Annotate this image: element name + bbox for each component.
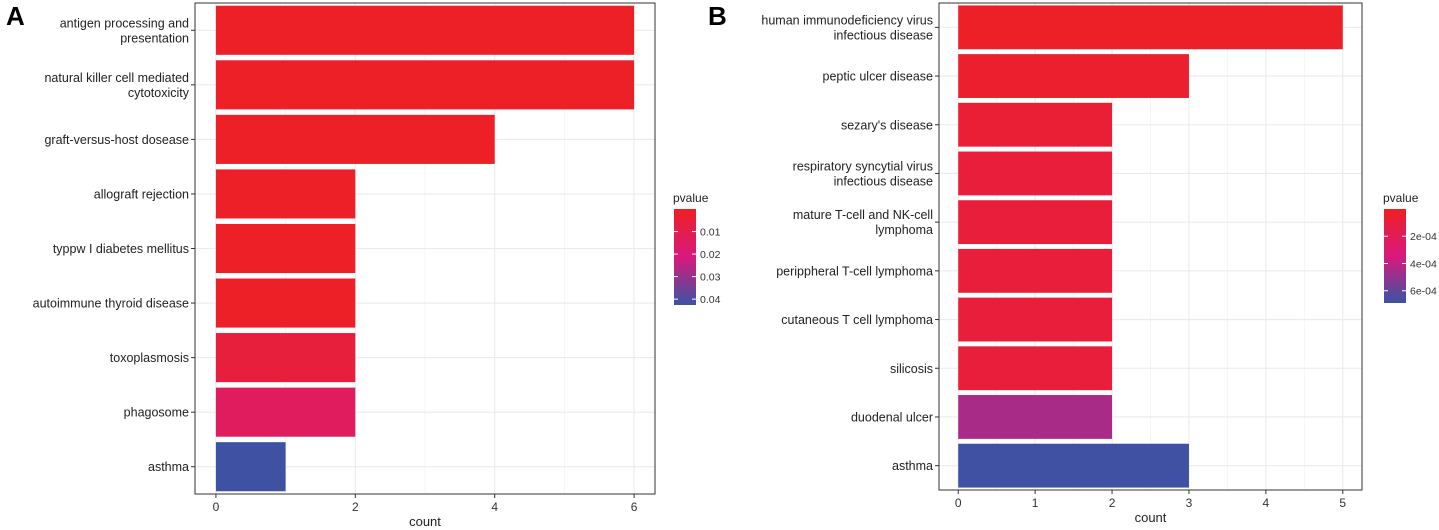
panel-b-x-tick-label: 2 xyxy=(1109,496,1116,510)
panel-a-bar xyxy=(215,333,356,383)
panel-b-legend-colorbar xyxy=(1384,209,1406,303)
panel-a-bar xyxy=(215,387,356,437)
panel-a-bar xyxy=(215,169,356,219)
panel-a-bar xyxy=(215,5,635,55)
panel-b-legend-tick-label: 2e-04 xyxy=(1410,231,1437,243)
panel-a-legend-title: pvalue xyxy=(673,191,709,205)
panel-b-x-tick-label: 4 xyxy=(1263,496,1270,510)
panel-b-category-label: respiratory syncytial virus infectious di… xyxy=(793,159,933,188)
panel-b-category-label: sezary's disease xyxy=(841,118,933,132)
panel-a-category-label: graft-versus-host dosease xyxy=(44,133,189,147)
panel-b-category-label: mature T-cell and NK-cell lymphoma xyxy=(793,208,933,237)
panel-b-category-label: cutaneous T cell lymphoma xyxy=(781,313,933,327)
panel-a-category-label: toxoplasmosis xyxy=(110,351,189,365)
panel-b-category-label: silicosis xyxy=(890,362,933,376)
panel-a-bar xyxy=(215,442,286,492)
panel-b-letter: B xyxy=(708,1,727,31)
panel-a-chart: antigen processing and presentation natura… xyxy=(33,2,721,529)
panel-b-x-tick-label: 5 xyxy=(1339,496,1346,510)
panel-a-legend-tick-label: 0.04 xyxy=(700,294,721,306)
panel-b-legend-title: pvalue xyxy=(1383,191,1419,205)
panel-b-category-label: human immunodeficiency virus infectious d… xyxy=(761,13,933,42)
panel-a-legend-tick-label: 0.02 xyxy=(700,249,721,261)
panel-a-legend-tick-label: 0.01 xyxy=(700,227,721,239)
panel-b-bar xyxy=(958,395,1113,439)
panel-a-category-label: antigen processing and presentation xyxy=(60,16,189,45)
panel-b-bar xyxy=(958,5,1343,50)
panel-b-category-label: peptic ulcer disease xyxy=(823,70,934,84)
panel-a-bar xyxy=(215,278,356,328)
panel-b-bar xyxy=(958,248,1113,293)
panel-a-x-tick-label: 6 xyxy=(631,500,638,514)
panel-b-category-label: asthma xyxy=(892,459,933,473)
panel-b-x-axis-title: count xyxy=(1135,510,1167,525)
panel-a-x-axis-title: count xyxy=(409,514,441,529)
panel-b-legend-tick-label: 4e-04 xyxy=(1410,258,1437,270)
panel-a-x-tick-label: 2 xyxy=(352,500,359,514)
panel-b-bar xyxy=(958,102,1113,147)
panel-a-category-label: asthma xyxy=(148,460,189,474)
panel-a-category-label: phagosome xyxy=(124,406,189,420)
panel-a-x-tick-label: 0 xyxy=(213,500,220,514)
panel-b-bar xyxy=(958,54,1189,98)
panel-b-bar xyxy=(958,297,1113,342)
panel-b-legend-tick-label: 6e-04 xyxy=(1410,286,1437,298)
panel-a-x-tick-label: 4 xyxy=(491,500,498,514)
panel-a-category-label: typpw I diabetes mellitus xyxy=(53,242,189,256)
panel-b-bar xyxy=(958,151,1113,196)
panel-a-category-label: allograft rejection xyxy=(94,187,189,201)
panel-a-bar xyxy=(215,114,495,164)
panel-a-category-label: natural killer cell mediated cytotoxicity xyxy=(44,71,189,100)
panel-b-bar xyxy=(958,346,1113,391)
panel-a-legend-colorbar xyxy=(674,209,696,305)
panel-a-letter: A xyxy=(6,1,25,31)
panel-a-legend-tick-label: 0.03 xyxy=(700,272,721,284)
panel-b-panel-border xyxy=(938,2,1363,491)
panel-a-bar xyxy=(215,60,635,110)
panel-b-x-tick-label: 3 xyxy=(1186,496,1193,510)
panel-b-category-label: duodenal ulcer xyxy=(851,410,933,424)
panel-b-x-tick-label: 1 xyxy=(1032,496,1039,510)
panel-b-category-label: perippheral T-cell lymphoma xyxy=(776,264,933,278)
panel-b-chart: human immunodeficiency virus infectious d… xyxy=(761,2,1437,525)
panel-b-bar xyxy=(958,443,1189,488)
panel-b-x-tick-label: 0 xyxy=(955,496,962,510)
panel-a-bar xyxy=(215,223,356,274)
panel-b-bar xyxy=(958,200,1113,245)
panel-a-category-label: autoimmune thyroid disease xyxy=(33,297,189,311)
